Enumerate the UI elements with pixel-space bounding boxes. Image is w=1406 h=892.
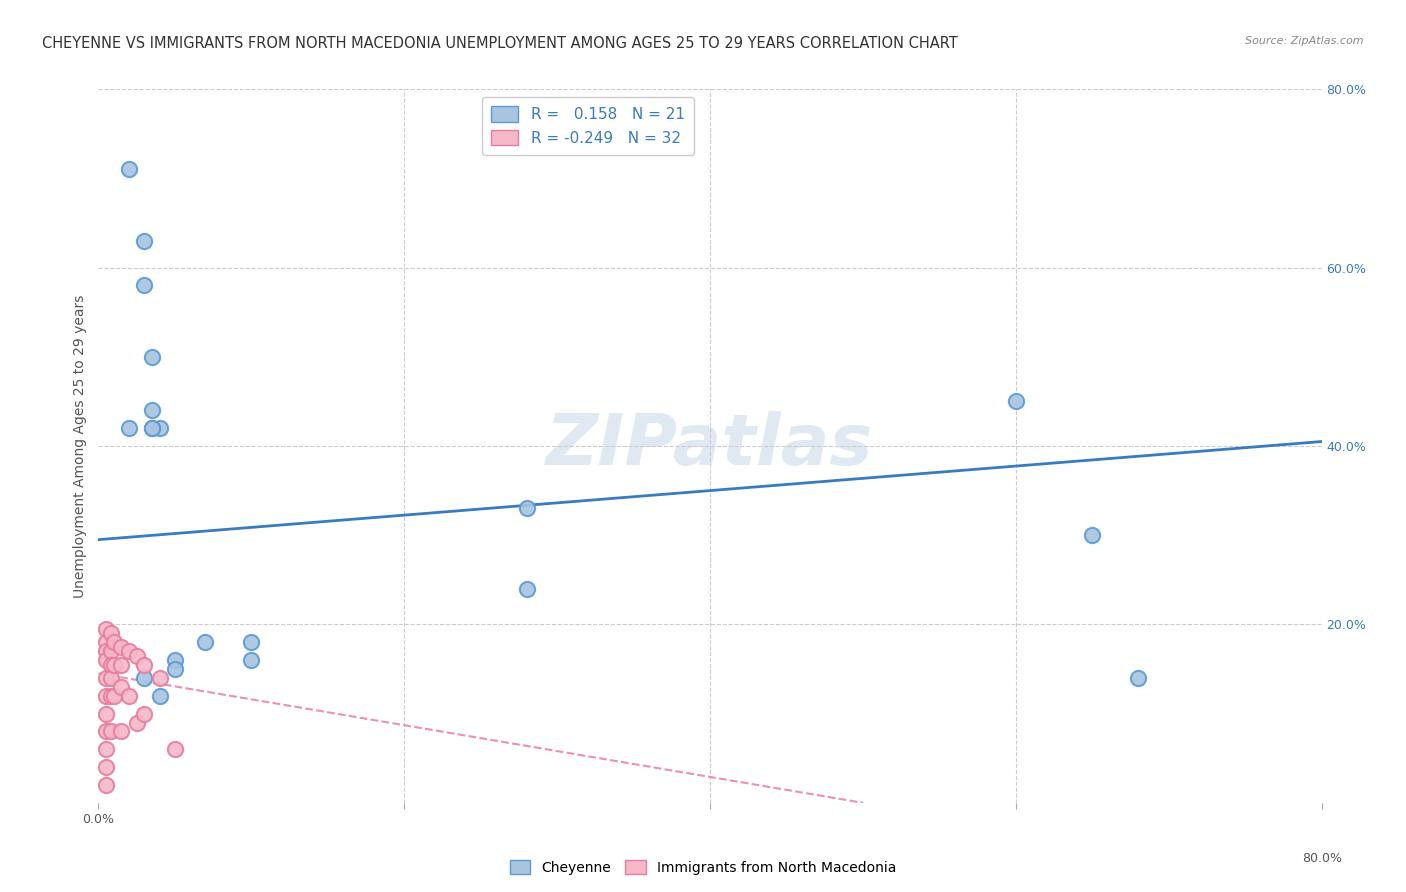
Point [118,162,141,177]
Point [94,635,117,649]
Point [103,689,125,703]
Point [149,671,172,685]
Point [94,706,117,721]
Point [134,278,156,293]
Point [118,421,141,435]
Point [134,706,156,721]
Point [110,657,132,672]
Legend: Cheyenne, Immigrants from North Macedonia: Cheyenne, Immigrants from North Macedoni… [503,855,903,880]
Point [134,671,156,685]
Text: ZIPatlas: ZIPatlas [547,411,873,481]
Point [163,742,186,756]
Point [94,653,117,667]
Point [141,403,163,417]
Point [516,501,538,516]
Point [103,635,125,649]
Text: Source: ZipAtlas.com: Source: ZipAtlas.com [1246,36,1364,45]
Point [100,657,122,672]
Point [141,421,163,435]
Legend: R =   0.158   N = 21, R = -0.249   N = 32: R = 0.158 N = 21, R = -0.249 N = 32 [482,97,693,155]
Point [240,653,263,667]
Point [110,724,132,739]
Point [163,662,186,676]
Point [100,626,122,640]
Point [94,760,117,774]
Point [149,689,172,703]
Point [100,671,122,685]
Point [100,724,122,739]
Y-axis label: Unemployment Among Ages 25 to 29 years: Unemployment Among Ages 25 to 29 years [73,294,87,598]
Point [100,689,122,703]
Point [125,648,148,663]
Point [163,653,186,667]
Point [240,635,263,649]
Point [134,234,156,248]
Text: CHEYENNE VS IMMIGRANTS FROM NORTH MACEDONIA UNEMPLOYMENT AMONG AGES 25 TO 29 YEA: CHEYENNE VS IMMIGRANTS FROM NORTH MACEDO… [42,36,957,51]
Point [1004,394,1026,409]
Point [149,421,172,435]
Point [125,715,148,730]
Point [94,778,117,792]
Point [94,742,117,756]
Point [141,350,163,364]
Text: 80.0%: 80.0% [1302,852,1341,865]
Point [100,644,122,658]
Point [118,644,141,658]
Point [94,644,117,658]
Point [1081,528,1104,542]
Point [110,640,132,654]
Point [118,689,141,703]
Point [94,671,117,685]
Point [94,724,117,739]
Point [94,689,117,703]
Point [94,622,117,636]
Point [1128,671,1150,685]
Point [134,657,156,672]
Point [141,421,163,435]
Point [103,657,125,672]
Point [516,582,538,596]
Point [194,635,217,649]
Point [110,680,132,694]
